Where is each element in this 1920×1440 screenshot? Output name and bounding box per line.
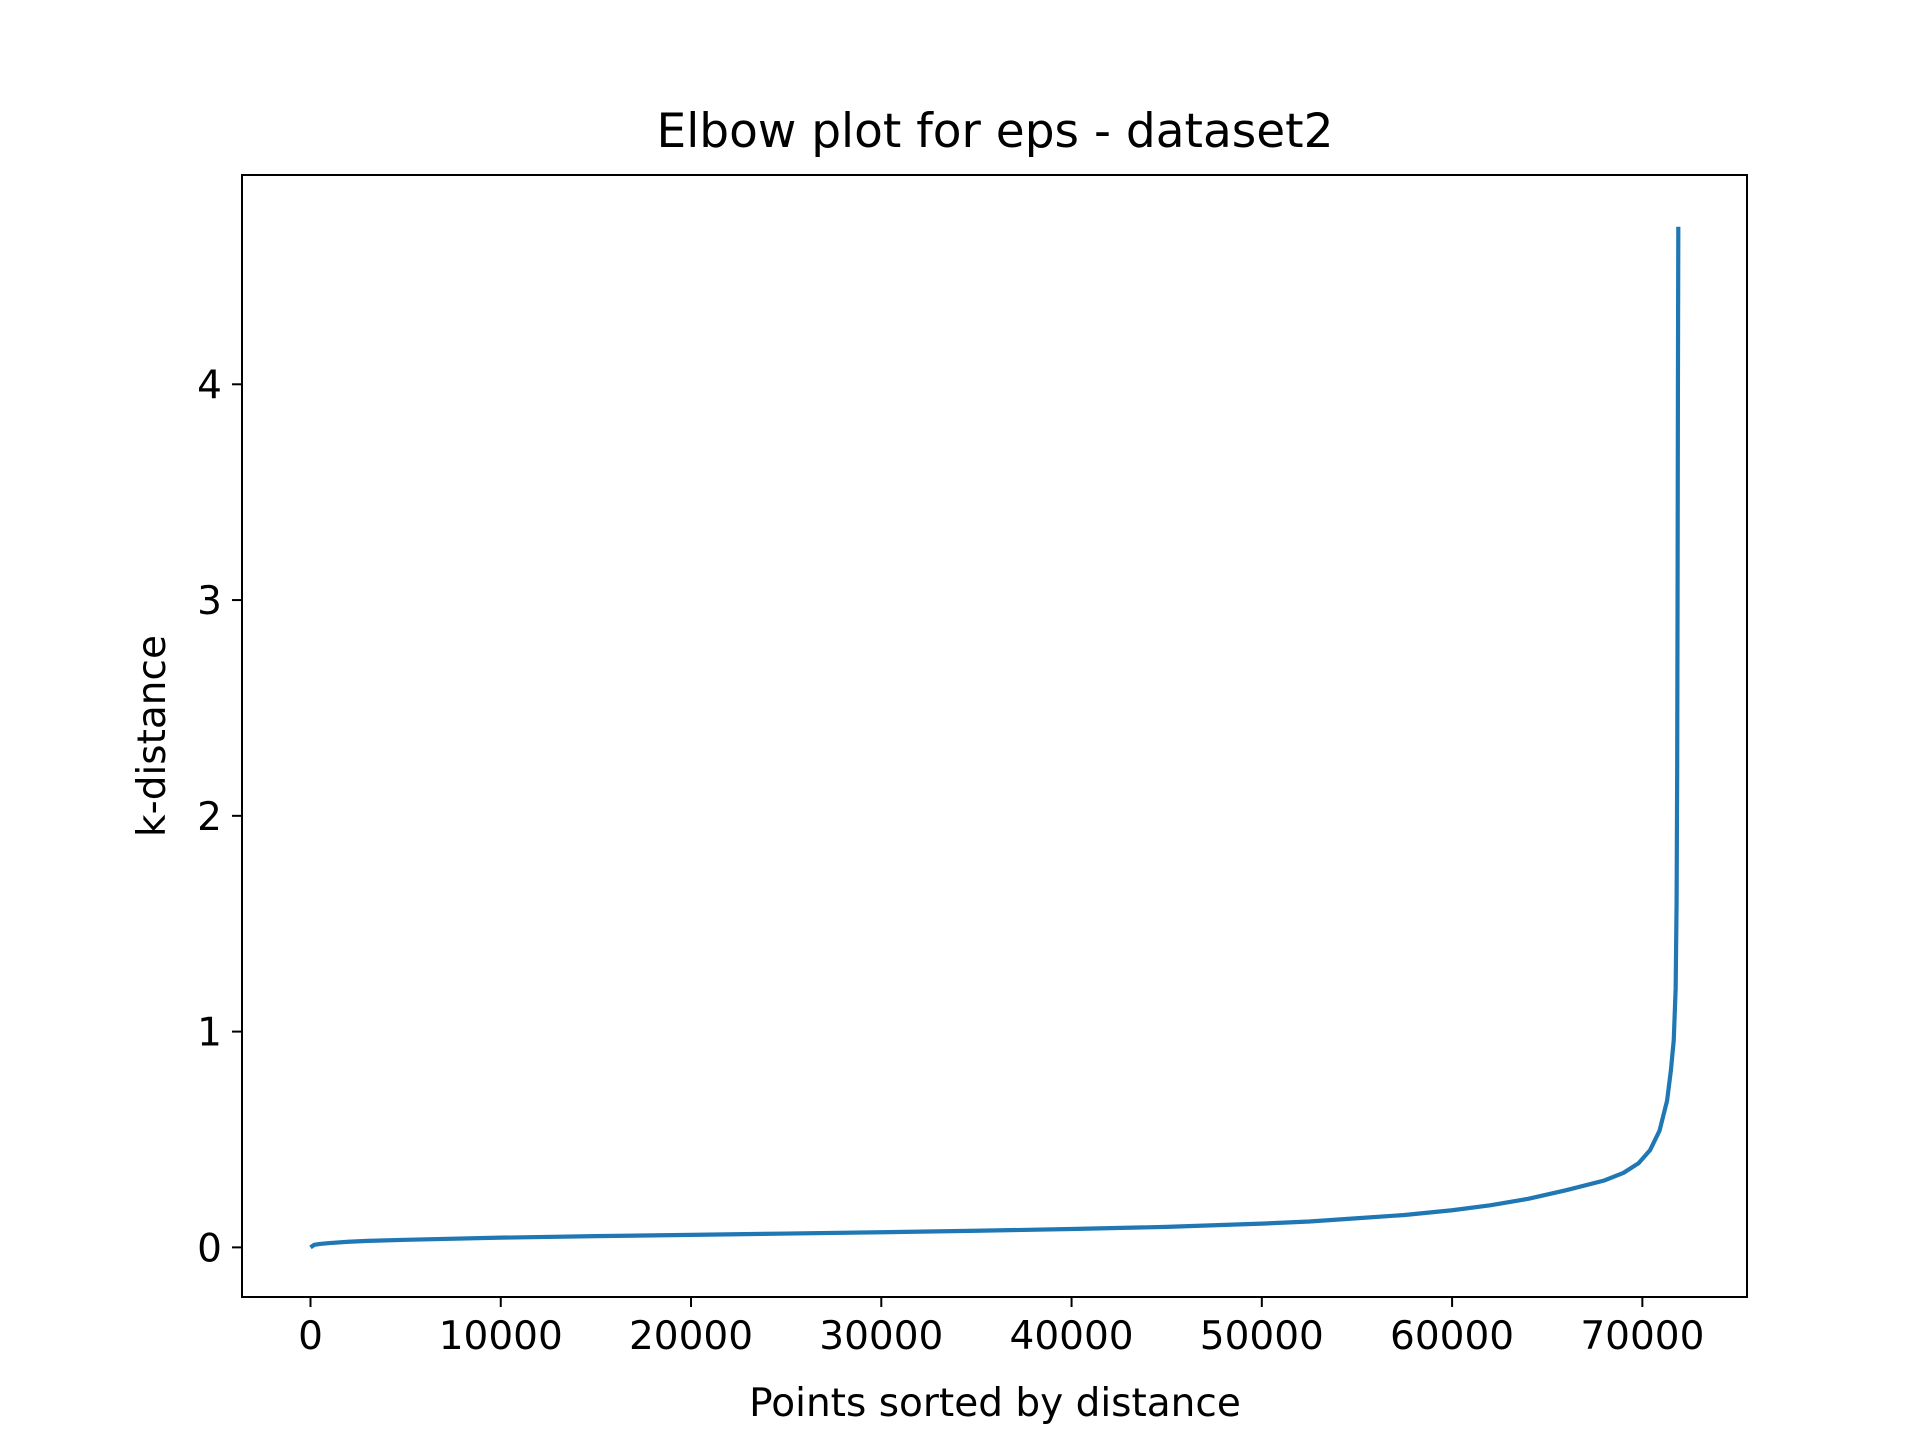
y-tick-label: 0 (197, 1226, 222, 1271)
y-axis-label: k-distance (130, 635, 175, 837)
x-tick-label: 20000 (629, 1314, 753, 1359)
plot-area (309, 226, 1681, 1250)
x-tick-label: 50000 (1200, 1314, 1324, 1359)
chart-title: Elbow plot for eps - dataset2 (657, 104, 1334, 159)
x-tick-label: 40000 (1010, 1314, 1134, 1359)
y-tick-label: 2 (197, 795, 222, 840)
y-tick-label: 1 (197, 1011, 222, 1056)
axes-frame (241, 174, 1748, 1298)
x-tick-label: 0 (298, 1314, 323, 1359)
x-axis: 0 10000 20000 30000 40000 50000 60000 70000 (298, 1297, 1704, 1359)
x-tick-label: 10000 (439, 1314, 563, 1359)
y-axis: 0 1 2 3 4 (197, 363, 242, 1271)
y-tick-label: 4 (197, 363, 222, 408)
x-tick-label: 60000 (1390, 1314, 1514, 1359)
y-tick-label: 3 (197, 579, 222, 624)
x-tick-label: 30000 (819, 1314, 943, 1359)
x-axis-label: Points sorted by distance (749, 1381, 1241, 1426)
x-tick-label: 70000 (1580, 1314, 1704, 1359)
series-line-0 (309, 226, 1681, 1250)
